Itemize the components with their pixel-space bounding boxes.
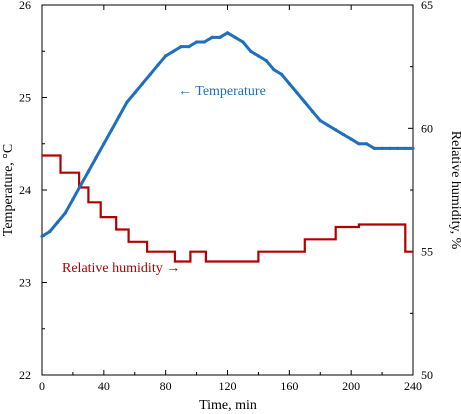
x-tick-label: 160 — [280, 379, 298, 393]
temperature-point — [411, 146, 415, 150]
x-tick-label: 0 — [39, 379, 45, 393]
left-y-tick-label: 23 — [19, 276, 31, 290]
left-y-tick-label: 22 — [19, 368, 31, 382]
temperature-point — [357, 142, 361, 146]
x-tick-label: 240 — [404, 379, 422, 393]
temperature-point — [264, 58, 268, 63]
temperature-point — [133, 91, 137, 95]
temperature-point — [233, 35, 237, 40]
temperature-point — [210, 35, 214, 40]
temperature-point — [110, 128, 114, 132]
temperature-point — [225, 31, 230, 35]
temperature-point — [202, 40, 206, 44]
ticks: 0 40 80 120 160 200 240 22 23 24 25 26 50 55 60 65 — [19, 0, 433, 393]
humidity-line — [42, 154, 413, 263]
temperature-point — [86, 169, 90, 174]
temperature-point — [241, 40, 245, 44]
temperature-point — [365, 142, 369, 146]
temperature-line — [41, 31, 413, 238]
left-y-tick-label: 25 — [19, 91, 31, 105]
x-axis-title: Time, min — [199, 398, 257, 413]
humidity-annotation: Relative humidity → — [62, 261, 180, 276]
right-y-tick-label: 55 — [421, 245, 433, 259]
x-tick-label: 200 — [342, 379, 360, 393]
temperature-point — [249, 49, 253, 53]
temperature-point — [256, 54, 260, 58]
right-axis-title: Relative humidity, % — [448, 131, 461, 250]
temperature-point — [195, 40, 199, 44]
temperature-point — [272, 68, 276, 72]
temperature-point — [117, 114, 121, 118]
temperature-point — [164, 54, 168, 58]
temperature-point — [140, 82, 145, 86]
left-y-tick-label: 24 — [19, 183, 31, 197]
right-y-tick-label: 50 — [421, 368, 433, 382]
temperature-point — [349, 137, 353, 141]
temperature-point — [48, 230, 52, 234]
temperature-point — [303, 100, 307, 104]
temperature-point — [40, 234, 44, 238]
temperature-point — [372, 146, 376, 150]
temperature-point — [403, 146, 407, 150]
temperature-point — [341, 132, 345, 137]
left-y-tick-label: 26 — [19, 0, 31, 12]
temperature-point — [395, 146, 400, 150]
plot-frame — [41, 4, 414, 376]
temperature-point — [94, 156, 98, 160]
temperature-point — [280, 72, 284, 76]
temperature-point — [63, 211, 67, 215]
temperature-point — [318, 119, 322, 123]
temperature-point — [148, 72, 152, 76]
temperature-point — [310, 109, 315, 113]
temperature-point — [55, 220, 60, 224]
x-tick-label: 80 — [160, 379, 172, 393]
temperature-point — [295, 91, 299, 95]
temperature-annotation: ← Temperature — [178, 84, 266, 99]
temperature-point — [102, 142, 106, 146]
temperature-point — [218, 35, 222, 40]
temperature-point — [71, 197, 75, 201]
x-tick-label: 120 — [219, 379, 237, 393]
right-y-tick-label: 60 — [421, 121, 433, 135]
temperature-point — [388, 146, 392, 150]
temperature-point — [326, 123, 330, 127]
series-layer — [40, 31, 415, 263]
left-axis-title: Temperature, °C — [1, 144, 16, 236]
temperature-point — [79, 183, 83, 187]
temperature-point — [187, 45, 191, 49]
right-y-tick-label: 65 — [421, 0, 433, 12]
temperature-point — [380, 146, 384, 150]
temperature-point — [171, 49, 175, 53]
temperature-point — [125, 100, 129, 104]
temperature-point — [179, 45, 183, 49]
temperature-point — [287, 82, 291, 86]
temperature-point — [334, 128, 338, 132]
temperature-point — [156, 63, 160, 67]
x-tick-label: 40 — [98, 379, 110, 393]
